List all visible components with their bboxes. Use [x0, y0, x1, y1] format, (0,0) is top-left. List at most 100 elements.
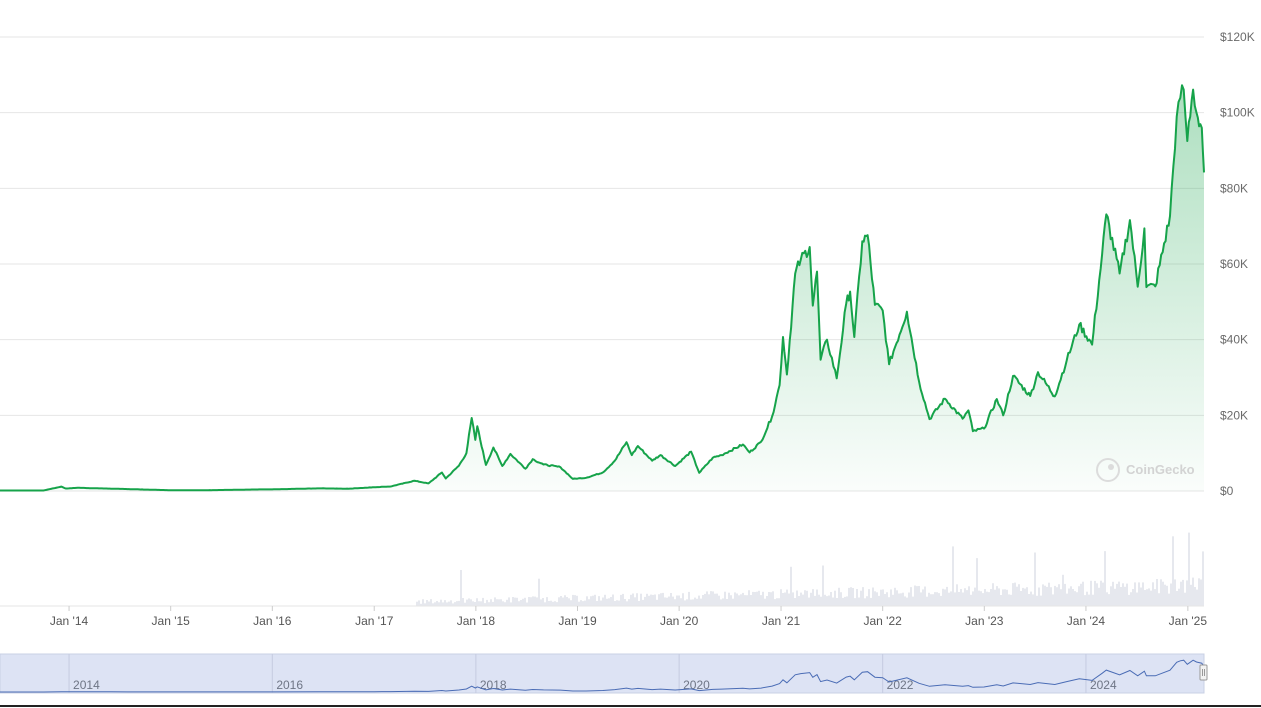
volume-bar [1020, 591, 1022, 606]
volume-bar [584, 600, 586, 606]
volume-bar [1034, 552, 1036, 606]
volume-bar [864, 598, 866, 606]
volume-bar [852, 588, 854, 606]
volume-bar [912, 596, 914, 606]
volume-bar [768, 592, 770, 606]
volume-bar [690, 599, 692, 606]
volume-bar [1140, 587, 1142, 606]
volume-bar [552, 601, 554, 606]
volume-bar [858, 597, 860, 606]
volume-bar [1012, 583, 1014, 606]
x-tick-label: Jan '18 [457, 614, 496, 628]
volume-bar [1200, 579, 1202, 606]
volume-bar [892, 594, 894, 606]
volume-bar [824, 594, 826, 606]
volume-bar [1064, 583, 1066, 606]
volume-bar [580, 600, 582, 606]
volume-bar [952, 546, 954, 606]
y-tick-label: $80K [1220, 181, 1248, 195]
volume-bar [450, 600, 452, 606]
volume-bar [488, 602, 490, 606]
volume-bar [884, 594, 886, 606]
volume-bar [1152, 582, 1154, 606]
x-tick-label: Jan '25 [1169, 614, 1208, 628]
volume-bar [874, 591, 876, 606]
volume-bar [1022, 587, 1024, 606]
volume-bar [964, 588, 966, 606]
volume-bar [418, 600, 420, 606]
volume-bar [778, 598, 780, 606]
volume-bar [650, 594, 652, 606]
volume-bar [758, 590, 760, 606]
y-tick-label: $60K [1220, 257, 1248, 271]
volume-bar [1042, 584, 1044, 606]
volume-bar [1062, 574, 1064, 606]
volume-bar [822, 565, 824, 606]
volume-bar [1198, 578, 1200, 606]
volume-bar [660, 593, 662, 606]
volume-bar [1180, 581, 1182, 606]
navigator-handle[interactable] [1199, 664, 1208, 681]
volume-bar [872, 587, 874, 606]
volume-bar [502, 601, 504, 606]
volume-bar [582, 601, 584, 606]
volume-bar [782, 593, 784, 606]
volume-bar [820, 596, 822, 606]
volume-bar [680, 598, 682, 606]
volume-bar [700, 598, 702, 606]
volume-bar [916, 586, 918, 606]
volume-bar [920, 592, 922, 606]
volume-bar [988, 592, 990, 606]
volume-bar [516, 597, 518, 606]
volume-bar [814, 595, 816, 606]
volume-bars [416, 532, 1204, 606]
volume-bar [944, 589, 946, 606]
volume-bar [1076, 592, 1078, 606]
volume-bar [936, 592, 938, 606]
volume-bar [1126, 583, 1128, 606]
volume-bar [1138, 582, 1140, 606]
volume-bar [1118, 581, 1120, 606]
volume-bar [1074, 591, 1076, 606]
volume-bar [1182, 579, 1184, 606]
volume-bar [752, 591, 754, 606]
volume-bar [982, 593, 984, 606]
volume-bar [898, 593, 900, 606]
volume-bar [1174, 579, 1176, 606]
volume-bar [1070, 586, 1072, 606]
volume-bar [1072, 589, 1074, 606]
navigator-selection[interactable] [0, 653, 1205, 694]
volume-bar [876, 592, 878, 606]
volume-bar [520, 600, 522, 606]
volume-bar [994, 589, 996, 606]
volume-bar [794, 598, 796, 606]
volume-bar [566, 597, 568, 606]
navigator-tick-label: 2022 [887, 678, 914, 692]
volume-bar [620, 594, 622, 606]
volume-bar [530, 597, 532, 606]
watermark: CoinGecko [1096, 458, 1195, 482]
volume-bar [678, 595, 680, 606]
volume-bar [498, 599, 500, 606]
volume-bar [626, 601, 628, 606]
volume-bar [1030, 591, 1032, 606]
volume-bar [1008, 594, 1010, 606]
volume-bar [558, 597, 560, 606]
volume-bar [816, 589, 818, 606]
volume-bar [1194, 587, 1196, 606]
range-navigator[interactable]: 2014 2016 2018 2020 2022 2024 [0, 653, 1261, 707]
volume-bar [790, 566, 792, 606]
volume-bar [638, 601, 640, 606]
x-tick-label: Jan '22 [864, 614, 903, 628]
volume-bar [962, 592, 964, 606]
volume-bar [764, 598, 766, 606]
volume-bar [830, 592, 832, 606]
volume-bar [1002, 589, 1004, 606]
y-tick-label: $100K [1220, 106, 1255, 120]
volume-bar [610, 597, 612, 606]
volume-bar [780, 589, 782, 606]
volume-bar [602, 597, 604, 606]
volume-bar [574, 595, 576, 606]
volume-bar [546, 597, 548, 606]
